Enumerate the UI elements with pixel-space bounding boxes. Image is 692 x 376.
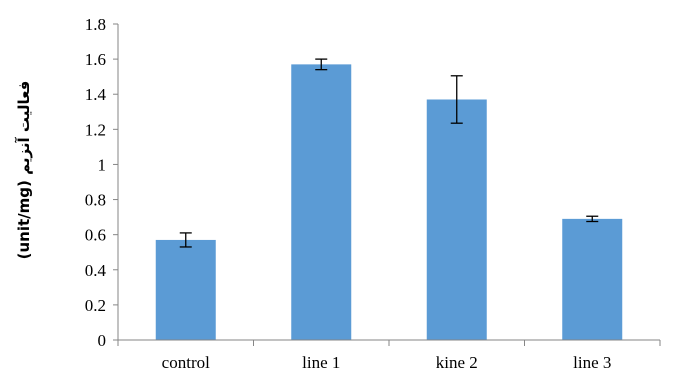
error-bar	[450, 75, 463, 124]
x-tick-label: line 3	[573, 353, 611, 372]
error-bar	[315, 58, 328, 71]
y-tick-label: 0	[98, 331, 107, 350]
error-bars	[179, 58, 599, 248]
y-ticks: 0 0.2 0.4 0.6 0.8 1 1.2 1.4 1.6 1.8	[85, 15, 118, 350]
y-tick-label: 0.6	[85, 226, 106, 245]
y-axis-label-group: (unit/mg) فعالیت آنزیم	[15, 81, 33, 260]
y-tick-label: 0.4	[85, 261, 107, 280]
x-tick-label: kine 2	[436, 353, 478, 372]
error-bar	[179, 232, 192, 248]
bars	[155, 64, 623, 340]
bar-line-1	[291, 64, 352, 340]
x-tick-labels: control line 1 kine 2 line 3	[162, 353, 612, 372]
y-tick-label: 1.2	[85, 120, 106, 139]
y-tick-label: 0.8	[85, 191, 106, 210]
x-tick-label: control	[162, 353, 210, 372]
y-tick-label: 1.8	[85, 15, 106, 34]
bar-kine-2	[426, 99, 487, 340]
axes	[117, 24, 661, 346]
x-tick-label: line 1	[302, 353, 340, 372]
y-tick-label: 1.6	[85, 50, 106, 69]
y-axis-label: (unit/mg) فعالیت آنزیم	[15, 81, 33, 260]
y-tick-label: 0.2	[85, 296, 106, 315]
error-bar	[586, 215, 599, 223]
bar-control	[155, 239, 216, 340]
y-tick-label: 1	[98, 155, 107, 174]
y-tick-label: 1.4	[85, 85, 107, 104]
bar-line-3	[562, 218, 623, 340]
